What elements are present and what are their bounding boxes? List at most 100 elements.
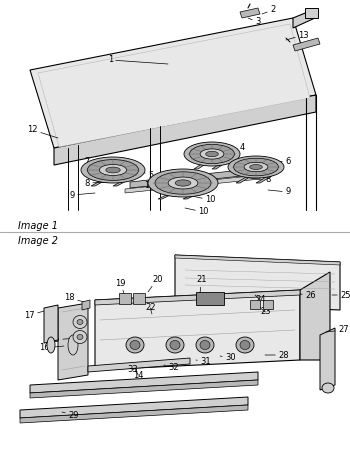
Ellipse shape: [196, 337, 214, 353]
Ellipse shape: [73, 331, 87, 344]
Ellipse shape: [200, 341, 210, 350]
Text: 26: 26: [300, 290, 316, 299]
Polygon shape: [293, 38, 320, 51]
Ellipse shape: [106, 167, 120, 173]
Polygon shape: [125, 175, 260, 193]
Text: 29: 29: [62, 410, 78, 419]
Polygon shape: [44, 305, 58, 343]
Text: 11: 11: [145, 181, 175, 190]
Ellipse shape: [77, 319, 83, 325]
Ellipse shape: [244, 162, 268, 172]
Polygon shape: [95, 290, 300, 305]
Text: 3: 3: [248, 18, 260, 27]
Text: 9: 9: [268, 188, 290, 197]
Text: 13: 13: [286, 31, 309, 40]
Polygon shape: [20, 397, 248, 418]
Polygon shape: [236, 171, 260, 183]
Polygon shape: [30, 380, 258, 398]
Polygon shape: [54, 95, 316, 165]
Text: 5: 5: [213, 157, 220, 166]
Text: 15: 15: [49, 336, 75, 345]
Text: 24: 24: [255, 295, 266, 304]
Ellipse shape: [228, 156, 284, 178]
Polygon shape: [175, 255, 340, 265]
Text: 27: 27: [326, 326, 349, 335]
Polygon shape: [130, 168, 260, 188]
Polygon shape: [30, 18, 316, 148]
Text: 5: 5: [142, 170, 153, 179]
Text: 10: 10: [185, 207, 209, 216]
Text: 12: 12: [28, 125, 58, 138]
FancyBboxPatch shape: [250, 300, 260, 309]
Text: 20: 20: [148, 275, 162, 292]
Ellipse shape: [155, 172, 211, 194]
Ellipse shape: [73, 316, 87, 328]
Polygon shape: [293, 9, 315, 28]
Polygon shape: [300, 272, 330, 360]
Polygon shape: [256, 171, 280, 183]
Text: 21: 21: [196, 276, 206, 294]
Text: 8: 8: [85, 179, 115, 188]
Text: 7: 7: [85, 157, 113, 166]
Polygon shape: [30, 372, 258, 393]
Ellipse shape: [170, 341, 180, 350]
Text: 30: 30: [220, 354, 236, 363]
Text: 19: 19: [115, 279, 126, 296]
Text: 9: 9: [70, 190, 95, 199]
Polygon shape: [212, 157, 234, 169]
Ellipse shape: [190, 144, 235, 164]
Polygon shape: [82, 300, 90, 310]
Text: 23: 23: [258, 306, 271, 317]
Text: 8: 8: [250, 175, 270, 184]
Polygon shape: [183, 187, 212, 199]
Polygon shape: [91, 174, 117, 186]
Ellipse shape: [233, 158, 278, 176]
Ellipse shape: [206, 151, 218, 156]
Ellipse shape: [175, 180, 191, 186]
Text: 4: 4: [220, 143, 245, 152]
Ellipse shape: [322, 383, 334, 393]
Ellipse shape: [250, 165, 262, 170]
Ellipse shape: [200, 149, 224, 159]
Ellipse shape: [126, 337, 144, 353]
Polygon shape: [38, 24, 310, 147]
Ellipse shape: [77, 335, 83, 340]
Polygon shape: [113, 174, 139, 186]
Text: 18: 18: [64, 294, 84, 303]
FancyBboxPatch shape: [263, 300, 273, 309]
Ellipse shape: [88, 160, 139, 180]
Text: 6: 6: [258, 157, 290, 166]
Text: 32: 32: [164, 363, 178, 372]
Ellipse shape: [166, 337, 184, 353]
Text: Image 1: Image 1: [18, 221, 58, 231]
Text: 22: 22: [145, 304, 155, 314]
Text: 31: 31: [196, 358, 211, 367]
Polygon shape: [194, 157, 216, 169]
Text: 2: 2: [262, 5, 275, 14]
Text: Image 2: Image 2: [18, 236, 58, 246]
Ellipse shape: [81, 157, 145, 183]
Text: 16: 16: [39, 344, 64, 353]
Polygon shape: [58, 303, 88, 380]
Ellipse shape: [68, 335, 78, 355]
Polygon shape: [320, 328, 335, 390]
Text: 14: 14: [133, 369, 144, 379]
Ellipse shape: [99, 165, 127, 175]
Text: 33: 33: [127, 365, 138, 374]
Ellipse shape: [130, 341, 140, 350]
Polygon shape: [158, 187, 187, 199]
Polygon shape: [240, 8, 260, 18]
FancyBboxPatch shape: [133, 293, 145, 304]
FancyBboxPatch shape: [196, 292, 224, 305]
FancyBboxPatch shape: [119, 293, 131, 304]
Ellipse shape: [168, 177, 198, 189]
Text: 25: 25: [332, 290, 350, 299]
Ellipse shape: [240, 341, 250, 350]
Polygon shape: [20, 405, 248, 423]
Polygon shape: [305, 8, 318, 18]
Text: 10: 10: [192, 195, 216, 204]
Text: 17: 17: [25, 310, 48, 319]
Ellipse shape: [236, 337, 254, 353]
Text: 28: 28: [265, 350, 289, 359]
Polygon shape: [175, 255, 340, 310]
